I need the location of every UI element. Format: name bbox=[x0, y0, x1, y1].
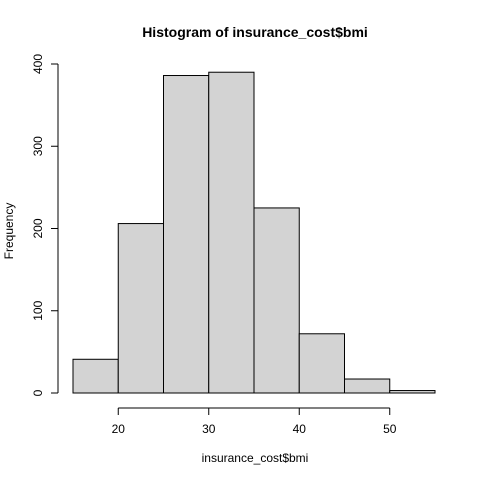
y-tick-label: 300 bbox=[31, 136, 45, 156]
x-tick-label: 20 bbox=[112, 422, 126, 436]
x-axis: 20 30 40 50 bbox=[112, 407, 397, 436]
y-tick-label: 0 bbox=[31, 389, 45, 396]
x-axis-label: insurance_cost$bmi bbox=[202, 451, 309, 465]
y-axis: 0 100 200 300 400 bbox=[31, 54, 59, 396]
histogram-bar bbox=[344, 378, 391, 394]
y-tick-label: 400 bbox=[31, 54, 45, 74]
histogram-bar bbox=[253, 207, 300, 394]
x-tick-label: 40 bbox=[293, 422, 307, 436]
histogram-bar bbox=[72, 358, 119, 394]
histogram-bar bbox=[117, 223, 164, 394]
chart-title: Histogram of insurance_cost$bmi bbox=[142, 24, 368, 40]
x-tick-label: 30 bbox=[202, 422, 216, 436]
histogram-bar bbox=[298, 333, 345, 394]
histogram-bar bbox=[389, 390, 436, 394]
y-tick-label: 100 bbox=[31, 300, 45, 320]
y-tick-label: 200 bbox=[31, 218, 45, 238]
bars bbox=[72, 71, 436, 394]
x-tick-label: 50 bbox=[383, 422, 397, 436]
y-axis-label: Frequency bbox=[2, 203, 16, 260]
histogram-bar bbox=[163, 75, 210, 394]
histogram-bar bbox=[208, 71, 255, 394]
